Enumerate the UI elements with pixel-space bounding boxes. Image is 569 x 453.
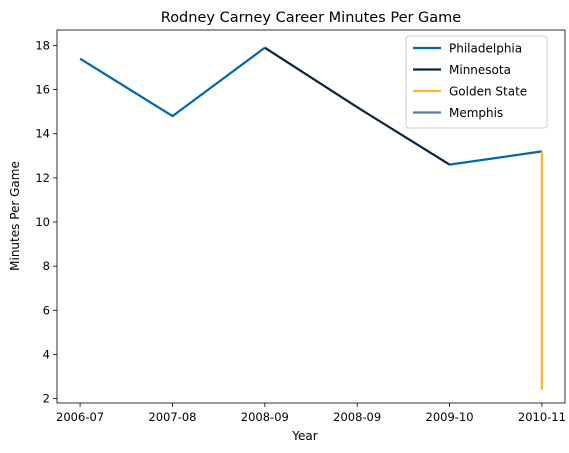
x-tick-label-5: 2010-11 xyxy=(518,410,566,424)
series-line-0 xyxy=(79,46,266,118)
x-axis-label: Year xyxy=(291,429,317,443)
y-tick-label-7: 16 xyxy=(35,83,50,97)
y-tick-label-3: 8 xyxy=(43,259,50,273)
x-axis: 2006-07 2007-08 2008-09 2008-09 2009-10 2010-… xyxy=(56,403,566,424)
x-tick-label-2: 2008-09 xyxy=(241,410,289,424)
plot-frame xyxy=(56,29,566,404)
y-tick-label-6: 14 xyxy=(35,127,50,141)
legend-box xyxy=(405,35,548,129)
x-tick-label-4: 2009-10 xyxy=(426,410,474,424)
x-tick-label-3: 2008-09 xyxy=(333,410,381,424)
legend: Philadelphia Minnesota Golden State Memphis xyxy=(405,35,548,129)
legend-label-3: Memphis xyxy=(449,106,503,120)
x-tick-label-0: 2006-07 xyxy=(56,410,104,424)
legend-label-1: Minnesota xyxy=(449,63,511,77)
x-tick-label-1: 2007-08 xyxy=(148,410,196,424)
y-axis-label: Minutes Per Game xyxy=(8,161,22,271)
y-tick-label-5: 12 xyxy=(35,171,50,185)
y-tick-label-8: 18 xyxy=(35,38,50,52)
y-tick-label-4: 10 xyxy=(35,215,50,229)
legend-label-0: Philadelphia xyxy=(449,42,522,56)
y-tick-label-2: 6 xyxy=(43,303,50,317)
y-tick-label-0: 2 xyxy=(43,392,50,406)
legend-label-2: Golden State xyxy=(449,85,527,99)
y-axis: 2 4 6 8 10 12 14 16 18 xyxy=(35,38,57,406)
chart-title: Rodney Carney Career Minutes Per Game xyxy=(161,10,462,26)
series-line-2 xyxy=(449,150,543,166)
series-line-1 xyxy=(264,46,451,166)
y-tick-label-1: 4 xyxy=(43,347,50,361)
plot-area xyxy=(79,46,544,390)
